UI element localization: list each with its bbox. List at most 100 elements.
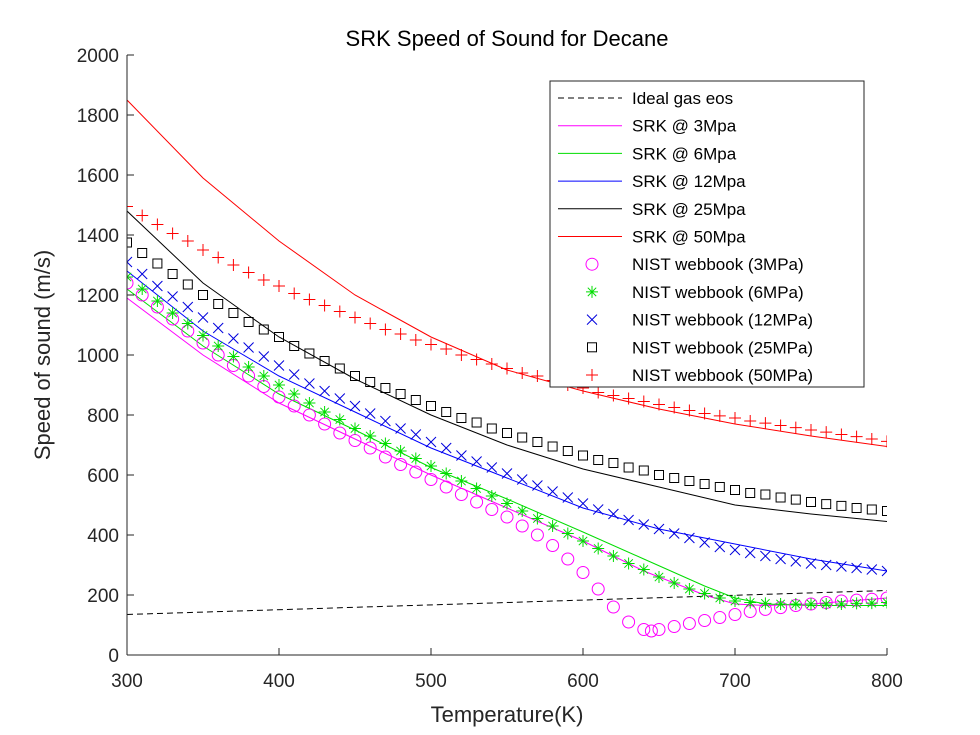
data-point bbox=[152, 258, 163, 269]
legend-item: NIST webbook (3MPa) bbox=[585, 255, 804, 274]
data-point bbox=[729, 412, 741, 424]
data-point bbox=[546, 539, 560, 552]
data-point bbox=[669, 473, 680, 483]
data-point bbox=[775, 492, 786, 503]
data-point bbox=[637, 395, 650, 408]
legend-marker bbox=[586, 314, 598, 325]
legend-item: SRK @ 6Mpa bbox=[558, 144, 737, 163]
data-point bbox=[212, 322, 224, 334]
data-point bbox=[501, 362, 513, 375]
data-point bbox=[516, 367, 529, 379]
legend-item: SRK @ 25Mpa bbox=[558, 200, 746, 219]
data-point bbox=[745, 488, 756, 498]
data-point bbox=[380, 383, 391, 393]
data-point bbox=[654, 470, 664, 480]
data-point bbox=[181, 235, 194, 247]
legend-label: NIST webbook (25MPa) bbox=[632, 338, 813, 357]
legend-item: SRK @ 50Mpa bbox=[558, 228, 746, 247]
data-point bbox=[561, 552, 575, 566]
data-point bbox=[304, 378, 315, 389]
data-point bbox=[136, 209, 149, 222]
data-point bbox=[137, 248, 148, 258]
data-point bbox=[273, 379, 285, 391]
series-line-srk-12mpa bbox=[127, 270, 887, 572]
data-point bbox=[592, 386, 605, 399]
data-point bbox=[684, 532, 695, 544]
legend-item: NIST webbook (25MPa) bbox=[587, 338, 813, 357]
data-point bbox=[653, 523, 665, 535]
data-point bbox=[243, 342, 254, 353]
data-point bbox=[532, 480, 543, 491]
data-point bbox=[227, 259, 240, 271]
data-point bbox=[288, 388, 301, 400]
data-point bbox=[805, 558, 817, 569]
data-point bbox=[303, 293, 316, 306]
data-point bbox=[638, 465, 649, 476]
y-tick-label: 1600 bbox=[77, 166, 119, 187]
data-point bbox=[668, 577, 681, 589]
data-point bbox=[637, 623, 651, 636]
legend-marker bbox=[586, 285, 598, 298]
data-point bbox=[471, 417, 482, 428]
data-point bbox=[591, 582, 605, 596]
data-point bbox=[456, 450, 467, 461]
legend-label: Ideal gas eos bbox=[632, 89, 733, 108]
data-point bbox=[682, 617, 696, 630]
data-point bbox=[136, 268, 148, 280]
y-tick-label: 600 bbox=[87, 466, 119, 487]
data-point bbox=[425, 338, 437, 351]
data-point bbox=[759, 597, 772, 610]
data-point bbox=[151, 295, 164, 307]
data-point bbox=[789, 421, 802, 434]
data-point bbox=[576, 566, 590, 579]
data-point bbox=[531, 370, 544, 382]
data-point bbox=[774, 419, 787, 432]
data-point bbox=[653, 571, 665, 583]
data-point bbox=[228, 333, 239, 344]
y-tick-label: 0 bbox=[108, 646, 119, 667]
data-point bbox=[606, 600, 620, 614]
data-point bbox=[667, 620, 681, 633]
data-point bbox=[212, 251, 225, 264]
data-point bbox=[501, 468, 513, 479]
data-point bbox=[698, 614, 712, 627]
data-point bbox=[713, 409, 726, 422]
data-point bbox=[592, 504, 604, 515]
data-point bbox=[289, 341, 300, 351]
data-point bbox=[577, 498, 589, 509]
x-tick-label: 600 bbox=[567, 671, 599, 692]
y-axis-label: Speed of sound (m/s) bbox=[30, 250, 55, 460]
x-tick-label: 700 bbox=[719, 671, 751, 692]
data-point bbox=[668, 528, 680, 539]
data-point bbox=[197, 312, 209, 323]
legend-label: SRK @ 50Mpa bbox=[632, 228, 746, 247]
data-point bbox=[608, 508, 619, 520]
data-point bbox=[394, 445, 407, 457]
data-point bbox=[167, 291, 178, 302]
data-point bbox=[182, 279, 193, 290]
data-point bbox=[835, 598, 848, 610]
data-point bbox=[273, 280, 285, 292]
data-point bbox=[865, 433, 878, 445]
data-point bbox=[698, 407, 711, 420]
data-point bbox=[470, 353, 483, 366]
data-point bbox=[456, 413, 467, 423]
data-point bbox=[410, 429, 422, 440]
data-point bbox=[485, 503, 499, 516]
series-line-srk-25mpa bbox=[127, 210, 887, 522]
legend-box bbox=[549, 80, 865, 388]
series-layer bbox=[127, 99, 887, 638]
y-tick-label: 2000 bbox=[77, 46, 119, 67]
data-point bbox=[652, 623, 666, 636]
data-point bbox=[699, 479, 710, 489]
series-markers-nist-webbook-12mpa bbox=[127, 256, 887, 577]
data-point bbox=[288, 369, 300, 380]
series-markers-nist-webbook-6mpa bbox=[127, 271, 887, 610]
data-point bbox=[243, 317, 254, 327]
y-tick-label: 1000 bbox=[77, 346, 119, 367]
data-point bbox=[623, 514, 634, 526]
data-point bbox=[378, 450, 392, 464]
data-point bbox=[760, 550, 771, 562]
data-point bbox=[881, 565, 887, 577]
legend: Ideal gas eos SRK @ 3Mpa SRK @ 6Mpa SRK @ 1… bbox=[549, 80, 865, 388]
